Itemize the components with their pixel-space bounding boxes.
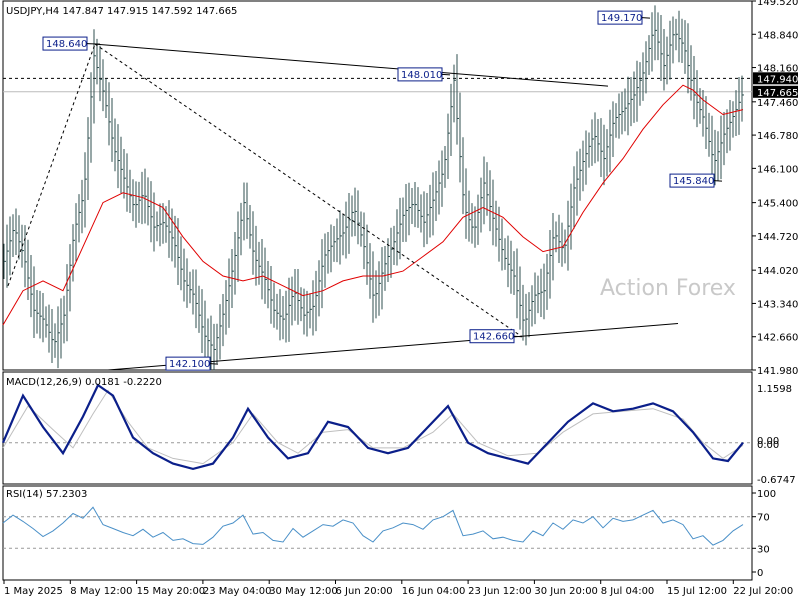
moving-average-line bbox=[2, 84, 744, 326]
main-y-tick-label: 142.660 bbox=[757, 333, 798, 344]
price-annotation: 149.170 bbox=[597, 10, 651, 25]
price-annotation: 148.640 bbox=[42, 36, 101, 51]
macd-signal-line bbox=[2, 389, 744, 465]
rsi-panel bbox=[2, 485, 753, 581]
x-tick-label: 8 Jul 04:00 bbox=[601, 586, 655, 597]
annotation-text: 149.170 bbox=[601, 13, 642, 24]
x-tick-label: 30 Jun 20:00 bbox=[534, 586, 598, 597]
x-tick-label: 1 May 2025 bbox=[4, 586, 63, 597]
last-price-tag bbox=[753, 85, 798, 98]
last-price-tag-text: 147.665 bbox=[757, 88, 798, 99]
watermark: Action Forex bbox=[600, 276, 736, 301]
rsi-y-tick-label: 100 bbox=[757, 489, 776, 500]
label-layer: 148.640 148.010 149.170 145.840 142.100 142.6… bbox=[42, 10, 798, 371]
macd-y-tick-label: 0.00 bbox=[757, 440, 779, 451]
annotation-leader bbox=[641, 17, 651, 19]
x-tick-label: 6 Jun 20:00 bbox=[336, 586, 393, 597]
price-annotation: 142.660 bbox=[469, 329, 523, 344]
high-price-tag-text: 147.940 bbox=[757, 74, 798, 85]
main-y-tick-label: 143.340 bbox=[757, 299, 798, 310]
x-tick-label: 30 May 12:00 bbox=[269, 586, 338, 597]
x-tick-label: 23 Jun 12:00 bbox=[468, 586, 532, 597]
reference-lines bbox=[3, 77, 752, 549]
annotation-leader bbox=[209, 363, 219, 365]
main-y-tick-label: 149.520 bbox=[757, 0, 798, 8]
annotation-text: 148.010 bbox=[401, 70, 442, 81]
main-y-tick-label: 145.400 bbox=[757, 199, 798, 210]
dashed-fall-line bbox=[94, 43, 523, 338]
main-y-tick-label: 146.100 bbox=[757, 164, 798, 175]
main-y-tick-label: 146.780 bbox=[757, 131, 798, 142]
annotation-text: 145.840 bbox=[673, 176, 714, 187]
dashed-rise-line bbox=[7, 43, 96, 286]
price-annotation: 148.010 bbox=[397, 67, 451, 82]
price-bars bbox=[3, 5, 744, 371]
main-y-tick-label: 148.160 bbox=[757, 64, 798, 75]
annotation-leader bbox=[713, 180, 723, 182]
macd-y-tick-label: 1.1598 bbox=[757, 384, 792, 395]
main-y-tick-label: 148.840 bbox=[757, 30, 798, 41]
rsi-y-tick-label: 70 bbox=[757, 513, 770, 524]
annotation-leader bbox=[441, 73, 451, 76]
x-tick-label: 22 Jul 20:00 bbox=[733, 586, 793, 597]
x-tick-label: 8 May 12:00 bbox=[70, 586, 132, 597]
price-annotation: 145.840 bbox=[669, 173, 723, 188]
annotation-text: 142.660 bbox=[473, 332, 514, 343]
macd-line bbox=[1, 383, 744, 471]
x-tick-label: 16 Jun 04:00 bbox=[402, 586, 466, 597]
rsi-header: RSI(14) 57.2303 bbox=[6, 489, 87, 500]
series-layer bbox=[1, 5, 744, 546]
macd-y-tick-label: -0.6747 bbox=[757, 475, 796, 486]
main-y-tick-label: 141.980 bbox=[757, 366, 798, 377]
rsi-y-tick-label: 0 bbox=[757, 568, 763, 579]
main-y-tick-label: 144.720 bbox=[757, 232, 798, 243]
upper-trend-line bbox=[94, 43, 609, 87]
rsi-y-tick-label: 30 bbox=[757, 544, 770, 555]
annotation-leader bbox=[86, 43, 101, 45]
x-tick-label: 15 May 20:00 bbox=[137, 586, 206, 597]
macd-y-tick-label: 0.00 bbox=[757, 436, 779, 447]
high-price-tag bbox=[753, 72, 798, 85]
main-panel bbox=[2, 0, 753, 371]
rsi-line bbox=[2, 506, 744, 546]
main-y-tick-label: 147.460 bbox=[757, 98, 798, 109]
annotation-text: 148.640 bbox=[46, 39, 87, 50]
macd-header: MACD(12,26,9) 0.0181 -0.2220 bbox=[6, 377, 162, 388]
macd-panel bbox=[2, 371, 753, 485]
main-y-tick-label: 144.020 bbox=[757, 266, 798, 277]
x-tick-label: 15 Jul 12:00 bbox=[667, 586, 727, 597]
annotation-text: 142.100 bbox=[169, 359, 210, 370]
price-annotation: 142.100 bbox=[165, 356, 219, 371]
annotation-leader bbox=[513, 335, 523, 338]
main-header: USDJPY,H4 147.847 147.915 147.592 147.66… bbox=[6, 6, 237, 17]
x-tick-label: 23 May 04:00 bbox=[203, 586, 272, 597]
